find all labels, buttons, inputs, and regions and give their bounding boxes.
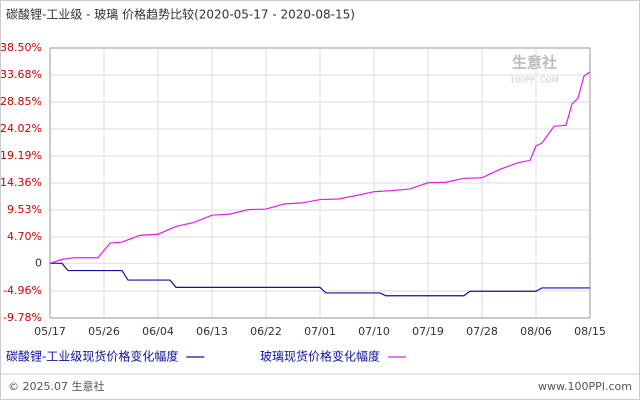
x-tick-label: 05/17 [34,325,66,338]
x-tick-label: 08/06 [520,325,552,338]
y-tick-label: -9.78% [3,311,42,324]
x-tick-label: 07/28 [466,325,498,338]
series-line [49,71,591,264]
x-tick-label: 06/13 [196,325,228,338]
y-tick-label: 33.68% [0,68,42,81]
y-tick-label: 4.70% [7,230,42,243]
watermark: 生意社 [512,54,557,72]
y-tick-label: -4.96% [3,284,42,297]
x-tick-label: 07/01 [304,325,336,338]
x-tick-label: 07/19 [412,325,444,338]
site: www.100PPI.com [538,380,632,393]
series-line [50,262,590,297]
plot-border [49,47,591,319]
y-tick-label: 24.02% [0,122,42,135]
copyright: © 2025.07 生意社 [8,379,104,393]
y-tick-label: 28.85% [0,95,42,108]
chart-title: 碳酸锂-工业级 - 玻璃 价格趋势比较(2020-05-17 - 2020-08… [6,7,355,22]
y-tick-label: 0 [35,256,42,269]
x-tick-label: 06/04 [142,325,174,338]
y-tick-label: 9.53% [7,203,42,216]
x-tick-label: 07/10 [358,325,390,338]
x-tick-label: 06/22 [250,325,282,338]
y-tick-label: 38.50% [0,41,42,54]
watermark-url: 100PPI.COM [510,76,559,85]
y-tick-label: 19.19% [0,149,42,162]
x-tick-label: 08/15 [574,325,606,338]
x-tick-label: 05/26 [88,325,120,338]
legend-label: 碳酸锂-工业级现货价格变化幅度 [6,349,178,364]
legend-label: 玻璃现货价格变化幅度 [260,349,380,364]
y-tick-label: 14.36% [0,176,42,189]
